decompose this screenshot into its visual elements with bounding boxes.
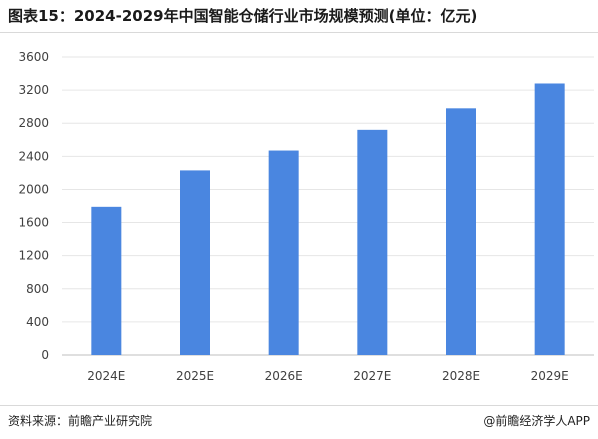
title-divider bbox=[0, 32, 598, 33]
bar bbox=[534, 83, 565, 355]
y-tick-label: 3600 bbox=[18, 50, 49, 64]
y-tick-label: 1200 bbox=[18, 249, 49, 263]
x-tick-label: 2027E bbox=[353, 369, 391, 383]
chart-title: 图表15：2024-2029年中国智能仓储行业市场规模预测(单位：亿元) bbox=[8, 7, 478, 25]
source-note: 资料来源：前瞻产业研究院 bbox=[8, 414, 153, 428]
y-tick-label: 2800 bbox=[18, 116, 49, 130]
y-tick-label: 400 bbox=[26, 315, 49, 329]
x-tick-label: 2025E bbox=[176, 369, 214, 383]
y-tick-label: 2400 bbox=[18, 149, 49, 163]
x-tick-label: 2026E bbox=[265, 369, 303, 383]
y-tick-label: 1600 bbox=[18, 216, 49, 230]
bar bbox=[180, 170, 210, 355]
x-tick-label: 2028E bbox=[442, 369, 480, 383]
y-tick-label: 800 bbox=[26, 282, 49, 296]
y-tick-label: 0 bbox=[41, 348, 49, 362]
bar bbox=[91, 206, 122, 355]
y-tick-label: 2000 bbox=[18, 182, 49, 196]
y-tick-label: 3200 bbox=[18, 83, 49, 97]
bar bbox=[268, 150, 299, 355]
footer-divider bbox=[0, 405, 598, 406]
x-tick-label: 2029E bbox=[531, 369, 569, 383]
credit-note: @前瞻经济学人APP bbox=[483, 414, 590, 428]
x-tick-label: 2024E bbox=[87, 369, 125, 383]
bar bbox=[446, 108, 476, 355]
bar bbox=[357, 129, 388, 355]
